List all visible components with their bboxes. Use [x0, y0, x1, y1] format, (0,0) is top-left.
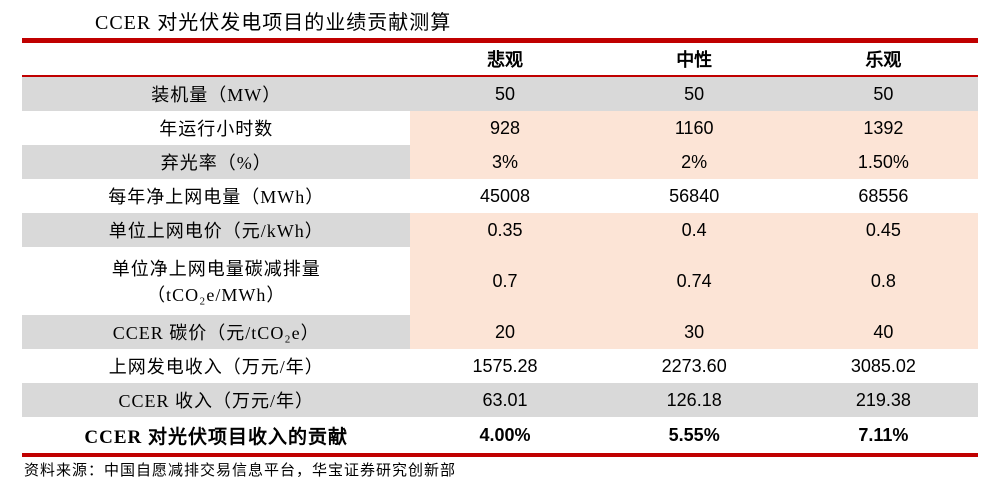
value-cell: 40 — [788, 315, 978, 349]
value-cell: 1392 — [788, 111, 978, 145]
value-cell: 63.01 — [410, 383, 600, 417]
value-cell: 2273.60 — [599, 349, 789, 383]
header-pessimistic: 悲观 — [487, 50, 523, 70]
row-unit-carbon-reduction: 单位净上网电量碳减排量 （tCO₂e/MWh） 0.7 0.74 0.8 — [22, 247, 978, 315]
value-cell: 50 — [410, 77, 600, 111]
value-cell: 3% — [410, 145, 600, 179]
row-curtailment-rate: 弃光率（%） 3% 2% 1.50% — [22, 145, 978, 179]
header-red-rule — [22, 75, 978, 77]
performance-table-body: 装机量（MW） 50 50 50 年运行小时数 928 1160 1392 弃光… — [22, 77, 978, 453]
row-grid-power-revenue: 上网发电收入（万元/年） 1575.28 2273.60 3085.02 — [22, 349, 978, 383]
row-installed-capacity: 装机量（MW） 50 50 50 — [22, 77, 978, 111]
value-cell: 3085.02 — [788, 349, 978, 383]
value-cell: 1160 — [599, 111, 789, 145]
row-label: CCER 对光伏项目收入的贡献 — [22, 417, 411, 453]
value-cell: 7.11% — [788, 417, 978, 453]
row-label: 单位净上网电量碳减排量 （tCO₂e/MWh） — [22, 247, 411, 315]
value-cell: 0.35 — [410, 213, 600, 247]
row-label: 装机量（MW） — [22, 77, 411, 111]
value-cell: 1.50% — [788, 145, 978, 179]
header-neutral: 中性 — [676, 50, 713, 70]
row-annual-net-grid-energy: 每年净上网电量（MWh） 45008 56840 68556 — [22, 179, 978, 213]
row-label: CCER 收入（万元/年） — [22, 383, 411, 417]
value-cell: 0.7 — [410, 247, 600, 315]
header-empty-cell — [22, 43, 410, 75]
value-cell: 0.74 — [599, 247, 789, 315]
value-cell: 56840 — [599, 179, 789, 213]
performance-table-container: 悲观 中性 乐观 装机量（MW） 50 50 50 年运行小时数 — [22, 38, 978, 457]
value-cell: 2% — [599, 145, 789, 179]
row-ccer-revenue-contribution: CCER 对光伏项目收入的贡献 4.00% 5.55% 7.11% — [22, 417, 978, 453]
value-cell: 5.55% — [599, 417, 789, 453]
header-row: 悲观 中性 乐观 — [22, 43, 978, 75]
row-ccer-carbon-price: CCER 碳价（元/tCO₂e） 20 30 40 — [22, 315, 978, 349]
value-cell: 126.18 — [599, 383, 789, 417]
value-cell: 0.4 — [599, 213, 789, 247]
performance-table: 悲观 中性 乐观 — [22, 43, 978, 75]
row-label: 年运行小时数 — [22, 111, 411, 145]
value-cell: 20 — [410, 315, 600, 349]
value-cell: 0.45 — [788, 213, 978, 247]
row-label: 每年净上网电量（MWh） — [22, 179, 411, 213]
row-ccer-revenue: CCER 收入（万元/年） 63.01 126.18 219.38 — [22, 383, 978, 417]
row-label-line2: （tCO₂e/MWh） — [147, 285, 286, 305]
value-cell: 68556 — [788, 179, 978, 213]
row-label: 弃光率（%） — [22, 145, 411, 179]
table-title: CCER 对光伏发电项目的业绩贡献测算 — [95, 12, 452, 34]
header-optimistic: 乐观 — [865, 50, 902, 70]
row-label-line1: 单位净上网电量碳减排量 — [111, 259, 321, 279]
source-note: 资料来源：中国自愿减排交易信息平台，华宝证券研究创新部 — [24, 463, 457, 479]
top-red-rule — [22, 38, 978, 43]
value-cell: 0.8 — [788, 247, 978, 315]
row-annual-operating-hours: 年运行小时数 928 1160 1392 — [22, 111, 978, 145]
value-cell: 50 — [599, 77, 789, 111]
row-label: CCER 碳价（元/tCO₂e） — [22, 315, 411, 349]
value-cell: 50 — [788, 77, 978, 111]
value-cell: 4.00% — [410, 417, 600, 453]
value-cell: 219.38 — [788, 383, 978, 417]
row-label: 单位上网电价（元/kWh） — [22, 213, 411, 247]
row-label: 上网发电收入（万元/年） — [22, 349, 411, 383]
value-cell: 1575.28 — [410, 349, 600, 383]
value-cell: 30 — [599, 315, 789, 349]
row-unit-grid-price: 单位上网电价（元/kWh） 0.35 0.4 0.45 — [22, 213, 978, 247]
value-cell: 928 — [410, 111, 600, 145]
bottom-red-rule — [22, 453, 978, 457]
value-cell: 45008 — [410, 179, 600, 213]
